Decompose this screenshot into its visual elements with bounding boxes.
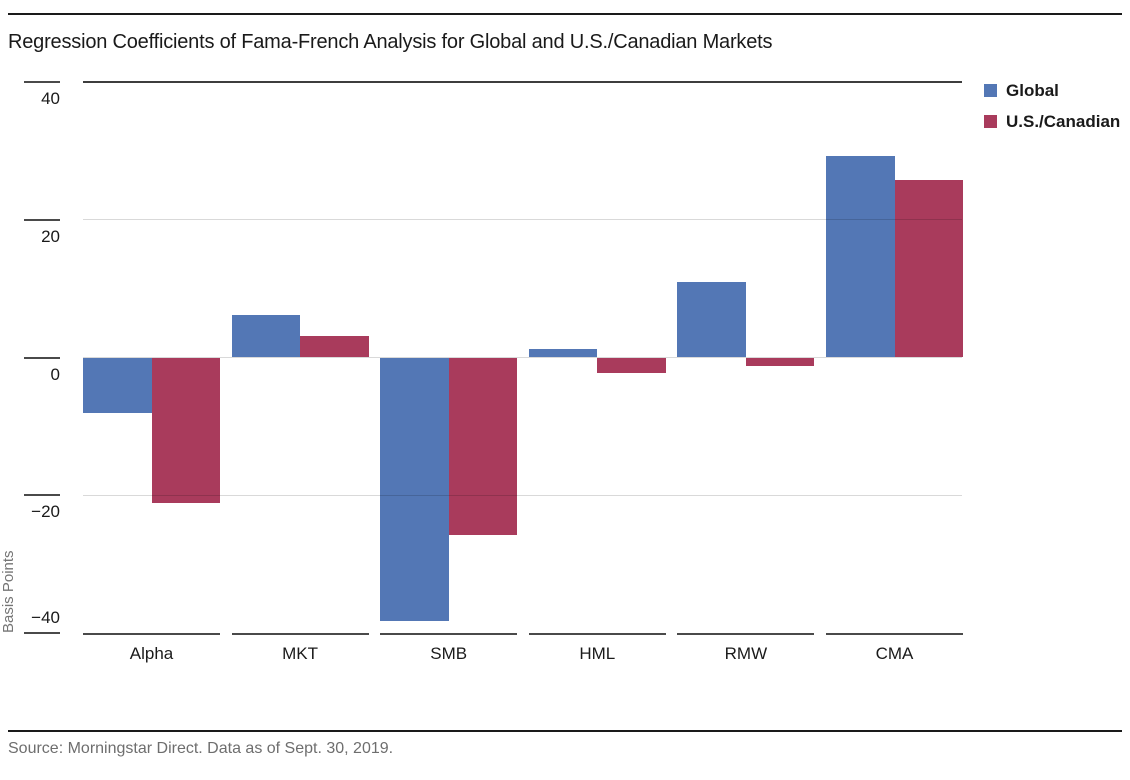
- y-tick-label-20: 20: [41, 226, 60, 246]
- x-category-label-rmw: RMW: [724, 644, 768, 663]
- bar-u-s-canadian-smb: [448, 357, 518, 536]
- x-axis-segment-mkt: [231, 633, 369, 635]
- y-tick-20: [24, 218, 60, 221]
- bar-global-mkt: [231, 315, 301, 358]
- x-category-label-hml: HML: [579, 644, 616, 663]
- y-tick-−40: [24, 632, 60, 634]
- y-tick-40: [24, 81, 60, 83]
- y-tick-label-0: 0: [50, 364, 60, 384]
- gridline-20: [83, 219, 962, 221]
- y-tick-0: [24, 356, 60, 359]
- x-category-label-mkt: MKT: [282, 644, 319, 663]
- x-axis-segment-alpha: [83, 633, 220, 635]
- legend-label-us-canadian: U.S./Canadian: [1006, 112, 1121, 131]
- legend-item-global: Global: [984, 81, 1120, 100]
- x-axis-segment-cma: [826, 633, 963, 635]
- x-category-label-alpha: Alpha: [129, 644, 174, 663]
- gridline-0: [83, 357, 962, 358]
- x-category-label-cma: CMA: [875, 644, 914, 663]
- top-rule: [8, 13, 1122, 15]
- bar-global-rmw: [677, 282, 746, 358]
- x-axis-segment-smb: [380, 633, 518, 635]
- x-category-label-smb: SMB: [430, 644, 468, 663]
- bar-global-smb: [380, 357, 449, 622]
- legend-swatch-us-canadian: [984, 115, 997, 128]
- bar-global-alpha: [83, 357, 152, 413]
- legend-item-us-canadian: U.S./Canadian: [984, 112, 1121, 131]
- legend-swatch-global: [984, 84, 997, 97]
- bar-u-s-canadian-alpha: [151, 357, 220, 503]
- gridline-−20: [83, 494, 962, 496]
- x-axis-segment-rmw: [677, 633, 815, 635]
- bar-global-hml: [528, 349, 598, 358]
- gridline-40: [83, 81, 962, 83]
- chart-title: Regression Coefficients of Fama-French A…: [8, 31, 773, 53]
- y-tick-−20: [24, 494, 60, 497]
- bar-u-s-canadian-rmw: [745, 357, 815, 367]
- x-axis-segment-hml: [528, 633, 666, 635]
- legend: Global U.S./Canadian: [984, 81, 1121, 146]
- y-tick-label-40: 40: [41, 89, 60, 108]
- bottom-rule: [8, 730, 1122, 732]
- legend-label-global: Global: [1006, 81, 1059, 100]
- bar-u-s-canadian-cma: [894, 180, 963, 358]
- bar-global-cma: [826, 156, 895, 358]
- bar-u-s-canadian-hml: [597, 357, 666, 374]
- bar-u-s-canadian-mkt: [300, 336, 369, 358]
- y-tick-label-−40: −40: [31, 608, 60, 627]
- y-tick-label-−20: −20: [31, 502, 60, 522]
- source-note: Source: Morningstar Direct. Data as of S…: [8, 740, 394, 757]
